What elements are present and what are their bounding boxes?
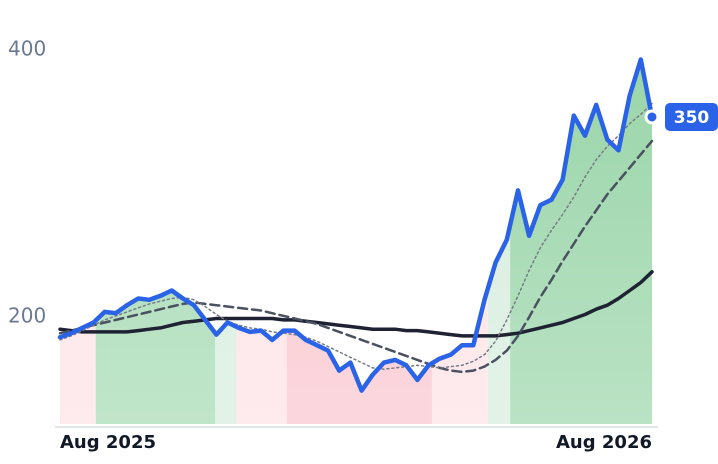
- y-tick-label: 200: [8, 304, 46, 328]
- moving-average-line: [58, 139, 654, 374]
- x-tick-label: Aug 2026: [556, 432, 652, 453]
- moving-average-line: [59, 102, 653, 371]
- y-tick-label: 400: [8, 37, 46, 61]
- price-line: [57, 57, 655, 393]
- moving-average-line: [58, 270, 654, 338]
- x-tick-label: Aug 2025: [60, 432, 156, 453]
- price-badge-label: 350: [674, 108, 710, 128]
- plot: 200 400 Aug 2025 Aug 2026 350: [8, 37, 718, 453]
- last-price-dot: [644, 109, 660, 125]
- price-badge: [665, 102, 718, 131]
